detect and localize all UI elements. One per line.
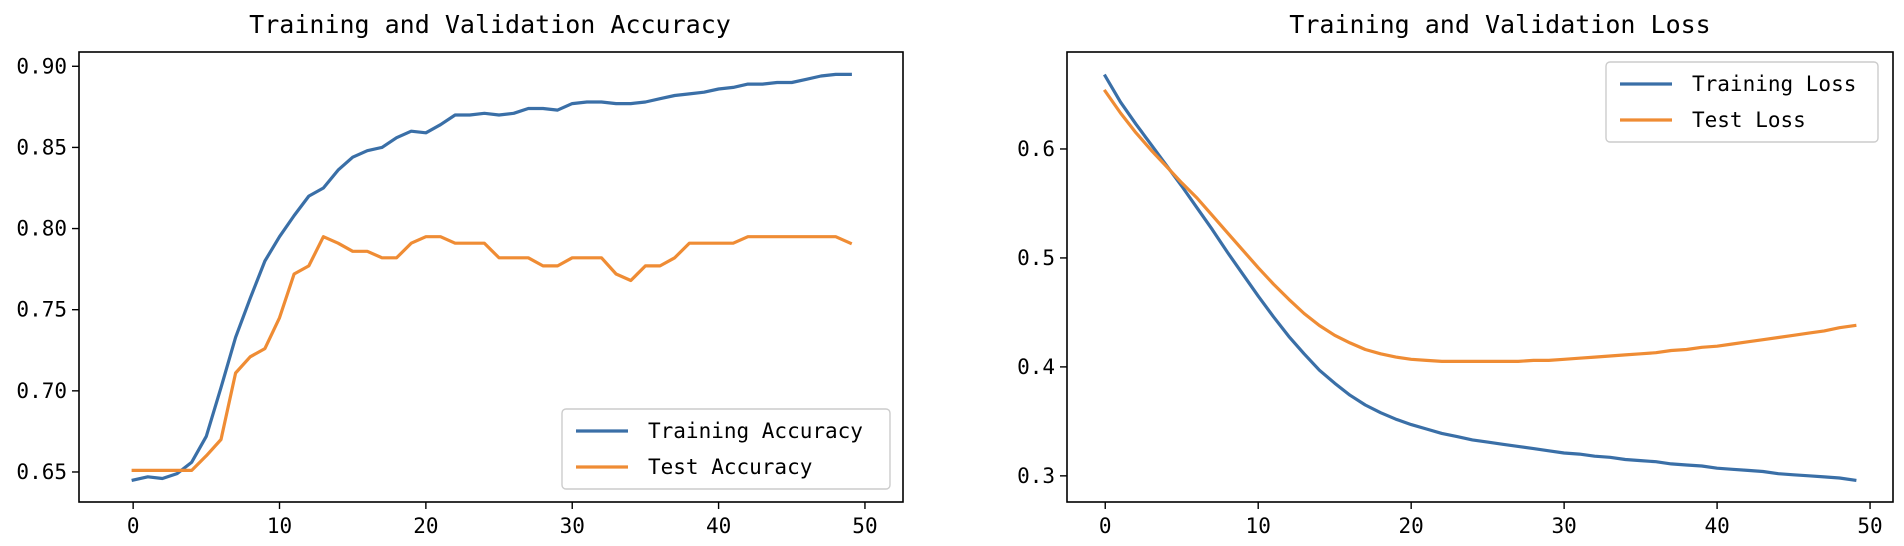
loss-legend — [1605, 61, 1879, 143]
loss-series-line-1 — [1102, 88, 1857, 363]
accuracy-y-tick-label: 0.70 — [16, 379, 67, 403]
loss-axes-frame — [1066, 51, 1894, 503]
accuracy-legend-label-0: Training Accuracy — [648, 419, 863, 443]
accuracy-y-tick-label: 0.80 — [16, 217, 67, 241]
accuracy-y-tick-label: 0.65 — [16, 460, 67, 484]
accuracy-y-tick-label: 0.85 — [16, 135, 67, 159]
loss-legend-label-1: Test Loss — [1692, 108, 1806, 132]
accuracy-y-tick-label: 0.75 — [16, 298, 67, 322]
loss-chart: Training and Validation Loss 0 10 20 30 40 50… — [1017, 10, 1894, 538]
loss-x-tick-label: 30 — [1551, 514, 1576, 538]
accuracy-x-tick-label: 0 — [127, 514, 140, 538]
loss-y-tick-label: 0.4 — [1017, 355, 1055, 379]
loss-x-tick-label: 20 — [1399, 514, 1424, 538]
accuracy-x-tick-label: 40 — [706, 514, 731, 538]
accuracy-x-tick-label: 10 — [267, 514, 292, 538]
accuracy-x-tick-label: 20 — [413, 514, 438, 538]
accuracy-chart: Training and Validation Accuracy 0 10 20 30… — [16, 10, 904, 538]
accuracy-x-tick-label: 30 — [560, 514, 585, 538]
loss-x-tick-label: 50 — [1857, 514, 1882, 538]
loss-x-tick-label: 10 — [1246, 514, 1271, 538]
loss-series-line-0 — [1103, 73, 1857, 483]
accuracy-x-tick-label: 50 — [852, 514, 877, 538]
loss-y-tick-label: 0.5 — [1017, 246, 1055, 270]
accuracy-legend-label-1: Test Accuracy — [648, 455, 812, 479]
loss-y-tick-label: 0.6 — [1017, 137, 1055, 161]
accuracy-y-tick-label: 0.90 — [16, 54, 67, 78]
accuracy-legend — [561, 408, 891, 490]
loss-x-tick-label: 0 — [1099, 514, 1112, 538]
loss-chart-title: Training and Validation Loss — [1289, 10, 1710, 39]
loss-legend-label-0: Training Loss — [1692, 72, 1856, 96]
loss-x-tick-label: 40 — [1704, 514, 1729, 538]
accuracy-series-line-0 — [131, 72, 852, 483]
accuracy-chart-title: Training and Validation Accuracy — [249, 10, 731, 39]
accuracy-axes-frame — [78, 51, 904, 503]
loss-y-tick-label: 0.3 — [1017, 464, 1055, 488]
accuracy-series-line-1 — [131, 235, 853, 472]
